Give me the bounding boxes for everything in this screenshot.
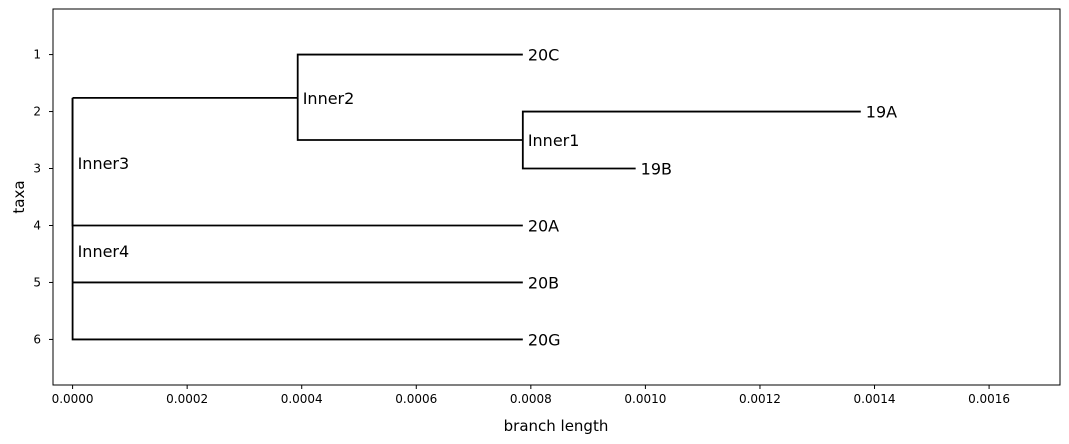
y-tick-label: 4 xyxy=(33,218,41,232)
y-tick-label: 1 xyxy=(33,48,41,62)
x-axis-ticks: 0.0000 0.0002 0.0004 0.0006 0.0008 0.0010 0.00… xyxy=(52,385,1010,406)
node-label-Inner4: Inner4 xyxy=(78,242,130,261)
branch-Inner3-20A xyxy=(71,97,523,227)
x-tick-label: 0.0016 xyxy=(968,392,1010,406)
branch-Inner2-Inner1 xyxy=(296,97,523,141)
node-label-20G: 20G xyxy=(528,330,561,349)
y-tick-label: 6 xyxy=(33,332,41,346)
tree-branches xyxy=(71,53,861,341)
node-label-20A: 20A xyxy=(528,216,559,235)
y-tick-label: 3 xyxy=(33,162,41,176)
node-label-Inner2: Inner2 xyxy=(303,89,355,108)
branch-Inner2-20C xyxy=(296,53,523,98)
plot-frame xyxy=(52,8,1061,386)
x-tick-label: 0.0004 xyxy=(281,392,323,406)
y-tick-label: 5 xyxy=(33,275,41,289)
y-tick-label: 2 xyxy=(33,105,41,119)
node-label-20C: 20C xyxy=(528,46,560,65)
x-tick-label: 0.0002 xyxy=(166,392,208,406)
branch-Inner4-20G xyxy=(71,282,523,341)
branch-Inner1-19A xyxy=(521,110,861,141)
y-axis-ticks: 1 2 3 4 5 6 xyxy=(33,48,53,346)
x-tick-label: 0.0012 xyxy=(739,392,781,406)
node-label-19B: 19B xyxy=(641,160,672,179)
x-tick-label: 0.0010 xyxy=(624,392,666,406)
branch-Inner1-19B xyxy=(521,140,636,170)
node-label-Inner3: Inner3 xyxy=(78,154,130,173)
x-tick-label: 0.0000 xyxy=(52,392,94,406)
x-tick-label: 0.0014 xyxy=(854,392,896,406)
x-tick-label: 0.0008 xyxy=(510,392,552,406)
node-label-Inner1: Inner1 xyxy=(528,131,580,150)
node-label-19A: 19A xyxy=(866,103,897,122)
node-labels: Inner3 Inner4 Inner2 Inner1 20C 19A 19B 20A 20B 2… xyxy=(78,46,898,350)
y-axis-title: taxa xyxy=(10,180,28,213)
node-label-20B: 20B xyxy=(528,273,559,292)
x-tick-label: 0.0006 xyxy=(395,392,437,406)
x-axis-title: branch length xyxy=(504,417,609,435)
